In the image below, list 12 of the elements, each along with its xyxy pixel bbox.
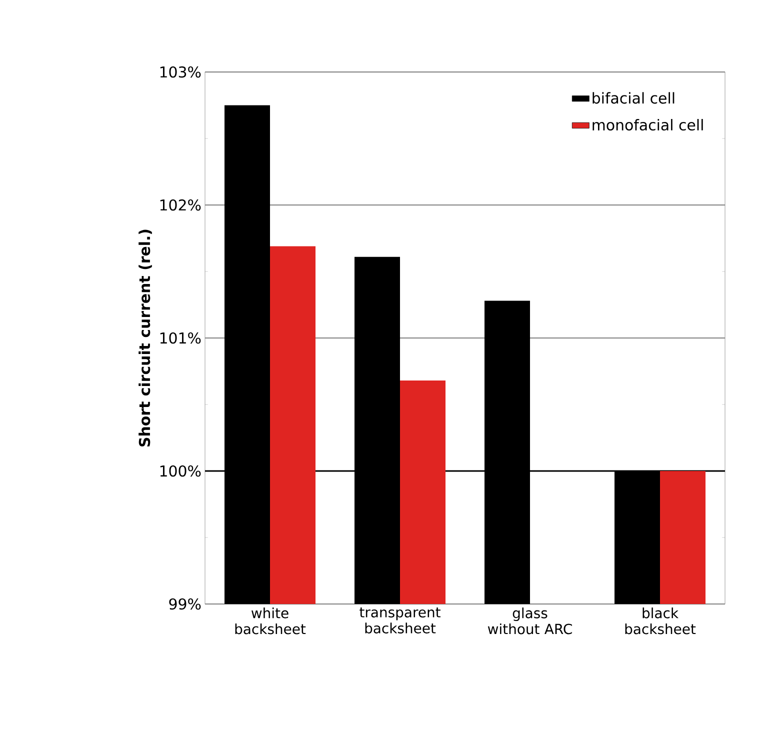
legend-label: bifacial cell (592, 92, 674, 104)
y-tick-label: 103% (160, 66, 201, 78)
y-tick-label: 100% (160, 465, 201, 477)
y-tick-label: 101% (160, 332, 201, 344)
x-tick-label: transparent backsheet (360, 608, 440, 634)
legend-label: monofacial cell (592, 118, 703, 131)
y-tick-label: 102% (160, 199, 201, 211)
x-tick-label: white backsheet (235, 608, 306, 634)
x-tick-label: glass without ARC (488, 608, 572, 634)
y-tick-label: 99% (169, 598, 201, 610)
x-tick-label: black backsheet (625, 608, 696, 634)
y-axis-title: Short circuit current (rel.) (138, 230, 152, 446)
